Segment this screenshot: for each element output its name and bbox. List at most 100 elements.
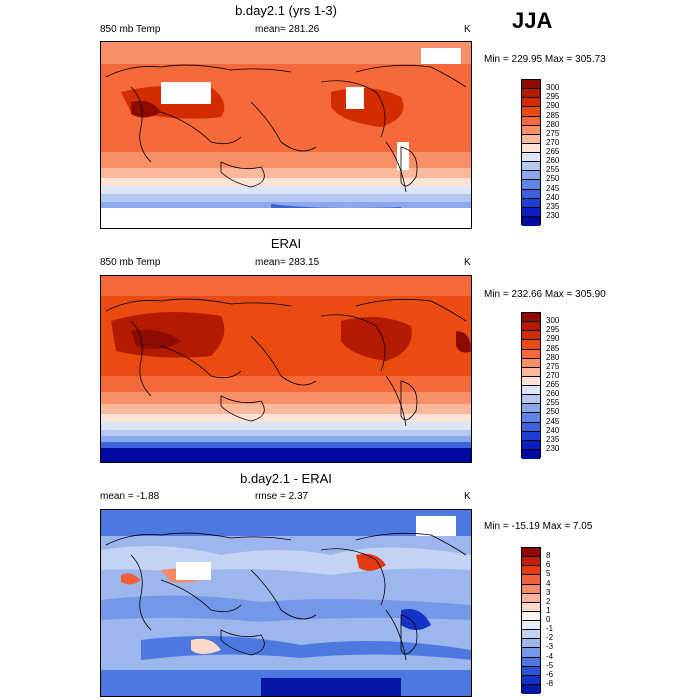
colorbar-tick-label: 235 (546, 434, 560, 444)
colorbar-swatch (522, 171, 540, 181)
colorbar-swatch (522, 648, 540, 658)
colorbar-tick-label: 295 (546, 92, 560, 102)
colorbar-swatch (522, 216, 540, 226)
panel-3-title: b.day2.1 - ERAI (240, 471, 332, 486)
colorbar-swatch (522, 143, 540, 153)
colorbar-tick-label: 275 (546, 128, 560, 138)
colorbar-tick-label: 280 (546, 352, 560, 362)
colorbar-tick-label: 240 (546, 425, 560, 435)
panel-2-title: ERAI (270, 236, 302, 251)
panel-3-colorbar (521, 547, 541, 694)
colorbar-tick-label: 270 (546, 137, 560, 147)
colorbar-tick-label: 280 (546, 119, 560, 129)
colorbar-swatch (522, 584, 540, 594)
colorbar-swatch (522, 611, 540, 621)
colorbar-swatch (522, 153, 540, 163)
colorbar-swatch (522, 621, 540, 631)
colorbar-swatch (522, 80, 540, 90)
season-label: JJA (512, 8, 553, 33)
colorbar-swatch (522, 134, 540, 144)
colorbar-tick-label: 8 (546, 551, 551, 561)
colorbar-tick-label: 240 (546, 192, 560, 202)
panel-1-variable-label: 850 mb Temp (100, 24, 161, 35)
colorbar-swatch (522, 367, 540, 377)
colorbar-swatch (522, 198, 540, 208)
colorbar-tick-label: 285 (546, 110, 560, 120)
colorbar-swatch (522, 575, 540, 585)
colorbar-tick-label: 300 (546, 83, 560, 93)
colorbar-tick-label: -5 (546, 660, 554, 670)
colorbar-swatch (522, 98, 540, 108)
colorbar-tick-label: 260 (546, 156, 560, 166)
colorbar-tick-label: -8 (546, 678, 554, 688)
colorbar-swatch (522, 566, 540, 576)
colorbar-swatch (522, 386, 540, 396)
colorbar-swatch (522, 189, 540, 199)
colorbar-swatch (522, 593, 540, 603)
colorbar-swatch (522, 313, 540, 323)
colorbar-tick-label: -4 (546, 651, 554, 661)
colorbar-tick-label: 285 (546, 343, 560, 353)
colorbar-swatch (522, 630, 540, 640)
panel-3-minmax: Min = -15.19 Max = 7.05 (484, 521, 593, 532)
panel-1-map (100, 41, 472, 229)
colorbar-swatch (522, 657, 540, 667)
panel-2-variable-label: 850 mb Temp (100, 257, 161, 268)
panel-2-minmax: Min = 232.66 Max = 305.90 (484, 289, 606, 300)
panel-2-units-label: K (464, 257, 471, 268)
colorbar-tick-label: 4 (546, 578, 551, 588)
colorbar-swatch (522, 331, 540, 341)
colorbar-swatch (522, 602, 540, 612)
colorbar-tick-label: 1 (546, 605, 551, 615)
colorbar-swatch (522, 180, 540, 190)
colorbar-swatch (522, 358, 540, 368)
colorbar-tick-label: 290 (546, 334, 560, 344)
colorbar-tick-label: 245 (546, 416, 560, 426)
colorbar-swatch (522, 395, 540, 405)
colorbar-swatch (522, 548, 540, 558)
colorbar-swatch (522, 322, 540, 332)
colorbar-tick-label: 275 (546, 361, 560, 371)
panel-2-colorbar (521, 312, 541, 459)
panel-1-minmax: Min = 229.95 Max = 305.73 (484, 54, 606, 65)
colorbar-tick-label: -2 (546, 633, 554, 643)
colorbar-swatch (522, 89, 540, 99)
panel-3-units-label: K (464, 491, 471, 502)
colorbar-swatch (522, 440, 540, 450)
colorbar-tick-label: 255 (546, 398, 560, 408)
colorbar-tick-label: 255 (546, 165, 560, 175)
panel-1-mean-label: mean= 281.26 (255, 24, 320, 35)
colorbar-swatch (522, 107, 540, 117)
colorbar-tick-label: 270 (546, 370, 560, 380)
colorbar-tick-label: 260 (546, 389, 560, 399)
colorbar-tick-label: 235 (546, 201, 560, 211)
colorbar-tick-label: -3 (546, 642, 554, 652)
panel-3-mean-label: mean = -1.88 (100, 491, 160, 502)
colorbar-tick-label: 265 (546, 147, 560, 156)
colorbar-tick-label: 5 (546, 569, 551, 579)
colorbar-tick-label: 250 (546, 407, 560, 417)
colorbar-tick-label: 295 (546, 325, 560, 335)
colorbar-tick-label: 265 (546, 380, 560, 389)
colorbar-tick-label: 230 (546, 210, 560, 220)
colorbar-swatch (522, 207, 540, 217)
colorbar-tick-label: 3 (546, 587, 551, 597)
colorbar-tick-label: 300 (546, 316, 560, 326)
colorbar-tick-label: 2 (546, 596, 551, 606)
colorbar-tick-label: 245 (546, 183, 560, 193)
colorbar-swatch (522, 557, 540, 567)
colorbar-swatch (522, 684, 540, 694)
colorbar-swatch (522, 666, 540, 676)
colorbar-swatch (522, 376, 540, 386)
colorbar-swatch (522, 349, 540, 359)
colorbar-tick-label: 0 (546, 615, 551, 624)
colorbar-swatch (522, 422, 540, 432)
colorbar-swatch (522, 431, 540, 441)
colorbar-tick-label: 6 (546, 560, 551, 570)
panel-1-title: b.day2.1 (yrs 1-3) (235, 3, 337, 18)
colorbar-swatch (522, 125, 540, 135)
colorbar-swatch (522, 340, 540, 350)
colorbar-swatch (522, 404, 540, 414)
panel-3-map (100, 509, 472, 697)
colorbar-swatch (522, 162, 540, 172)
